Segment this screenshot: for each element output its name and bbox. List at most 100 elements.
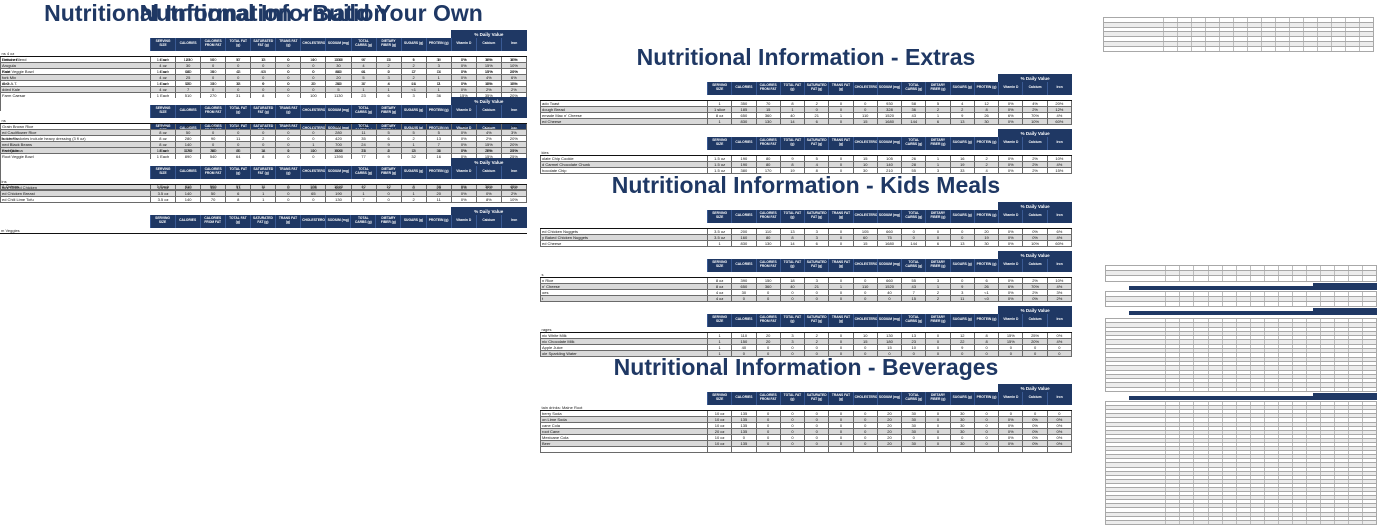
column-header[interactable]: SUGARS (g) xyxy=(400,104,427,118)
column-header[interactable]: SUGARS (g) xyxy=(949,258,975,272)
table-cell[interactable]: 8 xyxy=(225,196,252,203)
table-cell[interactable]: 15% xyxy=(500,147,528,154)
table-cell[interactable]: 5 xyxy=(325,86,352,93)
column-header[interactable]: TOTAL CARBS (g) xyxy=(901,313,926,327)
column-header[interactable]: DIETARY FIBER (g) xyxy=(925,258,951,272)
column-header[interactable]: TOTAL FAT (g) xyxy=(779,258,805,272)
column-header[interactable]: TOTAL FAT (g) xyxy=(225,104,251,118)
column-header[interactable]: Vitamin D xyxy=(998,136,1023,150)
table-cell[interactable]: 0 xyxy=(973,350,1000,357)
table-cell[interactable]: 4 oz xyxy=(149,86,177,93)
column-header[interactable]: TOTAL FAT (g) xyxy=(225,37,251,51)
column-header[interactable]: CHOLESTEROL(mg) xyxy=(852,313,878,327)
table-cell[interactable]: 0 xyxy=(828,167,854,174)
column-header[interactable]: TRANS FAT (g) xyxy=(274,214,301,228)
column-header[interactable]: TOTAL CARBS (g) xyxy=(350,37,377,51)
table-cell[interactable]: 0 xyxy=(828,350,854,357)
column-header[interactable]: CALORIES FROM FAT xyxy=(200,165,226,179)
table-cell[interactable]: 1 xyxy=(706,350,733,357)
column-header[interactable]: Iron xyxy=(500,37,527,51)
table-cell[interactable]: 7 xyxy=(350,196,377,203)
column-header[interactable]: TOTAL CARBS (g) xyxy=(901,209,926,223)
table-cell[interactable]: 0 xyxy=(779,350,806,357)
table-cell[interactable]: 2% xyxy=(500,86,528,93)
column-header[interactable]: SERVING SIZE xyxy=(706,81,732,95)
column-header[interactable]: DIETARY FIBER (g) xyxy=(375,37,402,51)
column-header[interactable]: Calcium xyxy=(1022,313,1048,327)
column-header[interactable]: Calcium xyxy=(1022,136,1048,150)
column-header[interactable]: Calcium xyxy=(1022,258,1048,272)
column-header[interactable]: CHOLESTEROL(mg) xyxy=(300,165,326,179)
table-cell[interactable]: 0 xyxy=(225,86,252,93)
column-header[interactable]: SATURATED FAT (g) xyxy=(804,209,829,223)
column-header[interactable]: SATURATED FAT (g) xyxy=(804,313,829,327)
column-header[interactable]: Calcium xyxy=(1022,81,1048,95)
table-cell[interactable]: 13 xyxy=(949,118,975,125)
column-header[interactable]: TRANS FAT (g) xyxy=(828,81,854,95)
column-header[interactable]: Calcium xyxy=(475,165,502,179)
column-header[interactable]: TOTAL CARBS (g) xyxy=(901,391,926,405)
column-header[interactable]: SUGARS (g) xyxy=(949,209,975,223)
column-header[interactable]: SUGARS (g) xyxy=(400,165,427,179)
table-cell[interactable] xyxy=(949,446,975,453)
table-cell[interactable]: 0 xyxy=(275,196,302,203)
column-header[interactable]: TOTAL CARBS (g) xyxy=(901,136,926,150)
table-cell[interactable]: 0 xyxy=(731,295,757,302)
table-cell[interactable]: 0 xyxy=(1046,350,1073,357)
column-header[interactable]: SATURATED FAT (g) xyxy=(249,214,276,228)
table-cell[interactable] xyxy=(925,446,951,453)
column-header[interactable]: CHOLESTEROL(mg) xyxy=(852,258,878,272)
table-cell[interactable]: 0 xyxy=(828,295,854,302)
column-header[interactable]: Vitamin D xyxy=(450,214,477,228)
column-header[interactable]: SATURATED FAT (g) xyxy=(250,165,276,179)
column-header[interactable]: CALORIES xyxy=(174,214,201,228)
column-header[interactable]: DIETARY FIBER (g) xyxy=(925,391,951,405)
column-header[interactable]: DIETARY FIBER (g) xyxy=(375,214,401,228)
column-header[interactable]: CALORIES FROM FAT xyxy=(755,81,781,95)
table-cell[interactable]: 33 xyxy=(949,167,975,174)
column-header[interactable]: CALORIES FROM FAT xyxy=(755,258,781,272)
table-cell[interactable]: 60% xyxy=(1046,118,1073,125)
column-header[interactable]: SERVING SIZE xyxy=(149,214,176,228)
table-cell[interactable]: 0 xyxy=(300,147,327,154)
column-header[interactable]: Vitamin D xyxy=(450,37,477,51)
column-header[interactable]: PROTEIN (g) xyxy=(425,214,452,228)
table-cell[interactable]: 0 xyxy=(828,240,854,247)
table-cell[interactable]: 0 xyxy=(779,295,806,302)
table-cell[interactable]: 0 xyxy=(275,147,302,154)
table-cell[interactable]: 14 xyxy=(779,118,806,125)
column-header[interactable]: DIETARY FIBER (g) xyxy=(375,104,402,118)
table-cell[interactable]: 144 xyxy=(901,118,927,125)
table-cell[interactable]: 1680 xyxy=(876,118,903,125)
table-cell[interactable] xyxy=(876,446,903,453)
column-header[interactable]: SODIUM (mg) xyxy=(325,165,351,179)
table-cell[interactable]: 15 xyxy=(901,295,927,302)
column-header[interactable]: SATURATED FAT (g) xyxy=(250,104,276,118)
table-cell[interactable] xyxy=(731,446,757,453)
table-cell[interactable]: 170 xyxy=(175,147,202,154)
column-header[interactable]: TOTAL FAT (g) xyxy=(779,209,805,223)
column-header[interactable]: SUGARS (g) xyxy=(949,81,975,95)
table-cell[interactable]: 10% xyxy=(500,196,528,203)
row-label-cell[interactable]: ed Cheese xyxy=(540,118,708,125)
table-cell[interactable]: 0 xyxy=(876,350,903,357)
table-cell[interactable]: 60% xyxy=(1046,240,1073,247)
table-cell[interactable]: 140 xyxy=(175,196,202,203)
table-cell[interactable]: 380 xyxy=(731,167,757,174)
table-cell[interactable]: 0 xyxy=(755,295,781,302)
table-cell[interactable]: 30 xyxy=(973,118,1000,125)
column-header[interactable]: SODIUM (mg) xyxy=(325,214,351,228)
column-header[interactable]: SUGARS (g) xyxy=(949,313,975,327)
table-cell[interactable] xyxy=(804,446,830,453)
table-cell[interactable]: <0 xyxy=(973,295,1000,302)
table-cell[interactable]: 2 xyxy=(925,295,951,302)
table-cell[interactable]: 1680 xyxy=(876,240,903,247)
column-header[interactable]: Calcium xyxy=(475,37,502,51)
table-cell[interactable]: 0 xyxy=(925,350,951,357)
table-cell[interactable]: 0 xyxy=(876,295,903,302)
table-cell[interactable]: <1 xyxy=(400,86,427,93)
column-header[interactable]: TRANS FAT (g) xyxy=(275,104,301,118)
column-header[interactable]: TOTAL CARBS (g) xyxy=(901,81,926,95)
row-label-cell[interactable]: ed Chili Lime Tofu xyxy=(0,196,151,203)
table-cell[interactable]: 0% xyxy=(998,240,1024,247)
